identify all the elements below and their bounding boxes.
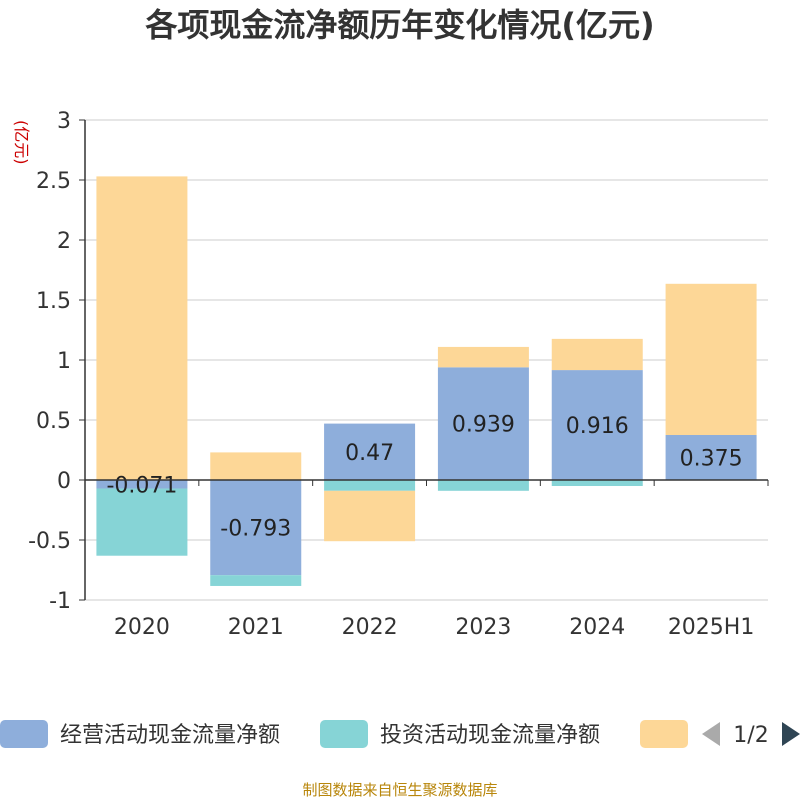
y-tick-label: 1 bbox=[57, 349, 71, 374]
chart-title: 各项现金流净额历年变化情况(亿元) bbox=[145, 6, 654, 44]
data-labels: -0.071 -0.793 0.47 0.939 0.916 0.375 bbox=[106, 413, 742, 542]
bar-1 bbox=[210, 480, 302, 576]
legend-swatch bbox=[640, 720, 688, 748]
bars bbox=[96, 176, 757, 586]
data-label: -0.071 bbox=[106, 473, 177, 498]
x-tick-label: 2023 bbox=[455, 615, 511, 640]
bar-1 bbox=[324, 423, 416, 480]
bar-3 bbox=[665, 283, 757, 435]
bar-2 bbox=[324, 480, 416, 491]
x-axis: 2020 2021 2022 2023 2024 2025H1 bbox=[84, 479, 769, 640]
bar-2 bbox=[551, 480, 643, 486]
y-tick-label: -1 bbox=[49, 589, 71, 614]
legend-swatch bbox=[0, 720, 48, 748]
y-tick-label: 0 bbox=[57, 469, 71, 494]
y-tick-label: 3 bbox=[57, 109, 71, 134]
bar-2 bbox=[437, 480, 529, 491]
data-label: 0.47 bbox=[345, 441, 394, 466]
source-note: 制图数据来自恒生聚源数据库 bbox=[302, 781, 497, 799]
x-tick-label: 2024 bbox=[569, 615, 625, 640]
bar-3 bbox=[551, 338, 643, 371]
x-tick-label: 2020 bbox=[114, 615, 170, 640]
grid-lines bbox=[85, 119, 768, 601]
y-tick-label: 2.5 bbox=[36, 169, 71, 194]
bar-1 bbox=[96, 480, 188, 489]
bar-3 bbox=[324, 490, 416, 542]
bar-1 bbox=[551, 370, 643, 480]
legend-label: 经营活动现金流量净额 bbox=[60, 723, 280, 748]
bar-2 bbox=[96, 488, 188, 556]
bar-1 bbox=[437, 367, 529, 480]
x-tick-label: 2025H1 bbox=[668, 615, 755, 640]
data-label: 0.375 bbox=[680, 447, 743, 472]
legend: 经营活动现金流量净额 投资活动现金流量净额 1/2 bbox=[0, 720, 800, 748]
bar-2 bbox=[210, 575, 302, 586]
y-axis: 3 2.5 2 1.5 1 0.5 0 -0.5 -1 bbox=[28, 109, 86, 614]
legend-next-icon[interactable] bbox=[782, 722, 800, 746]
legend-page-indicator: 1/2 bbox=[733, 723, 768, 748]
y-tick-label: 1.5 bbox=[36, 289, 71, 314]
data-label: 0.939 bbox=[452, 413, 515, 438]
y-tick-label: 0.5 bbox=[36, 409, 71, 434]
legend-prev-icon[interactable] bbox=[702, 722, 720, 746]
y-tick-label: 2 bbox=[57, 229, 71, 254]
data-label: 0.916 bbox=[566, 414, 629, 439]
bar-3 bbox=[96, 176, 188, 480]
bar-1 bbox=[665, 435, 757, 480]
bar-3 bbox=[210, 452, 302, 480]
x-tick-label: 2022 bbox=[342, 615, 398, 640]
y-tick-label: -0.5 bbox=[28, 529, 71, 554]
x-tick-label: 2021 bbox=[228, 615, 284, 640]
bar-3 bbox=[437, 346, 529, 368]
legend-label: 投资活动现金流量净额 bbox=[380, 723, 600, 748]
data-label: -0.793 bbox=[220, 517, 291, 542]
legend-swatch bbox=[320, 720, 368, 748]
y-axis-unit: (亿元) bbox=[12, 120, 31, 165]
